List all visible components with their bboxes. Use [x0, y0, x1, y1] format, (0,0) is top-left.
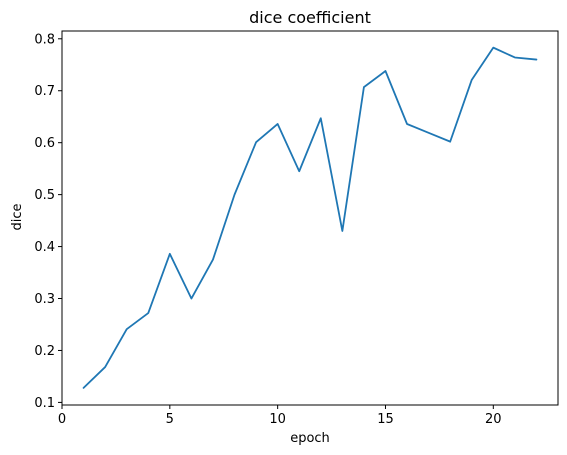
x-tick-label: 0 [58, 412, 66, 427]
chart-title: dice coefficient [249, 8, 371, 27]
y-tick-label: 0.2 [34, 344, 55, 359]
x-axis-ticks: 0 5 10 15 20 [58, 405, 502, 427]
y-tick-label: 0.4 [34, 240, 55, 255]
y-tick-label: 0.1 [34, 396, 55, 411]
plot-area [61, 30, 559, 406]
y-tick-label: 0.8 [34, 32, 55, 47]
y-axis-label: dice [10, 203, 25, 230]
y-tick-label: 0.5 [34, 188, 55, 203]
series-line-dice [82, 46, 538, 389]
plot-frame [61, 30, 559, 406]
x-tick-label: 15 [377, 412, 394, 427]
y-tick-label: 0.6 [34, 136, 55, 151]
y-tick-label: 0.3 [34, 292, 55, 307]
y-tick-label: 0.7 [34, 84, 55, 99]
x-axis-label: epoch [290, 431, 330, 446]
x-tick-label: 5 [166, 412, 174, 427]
x-tick-label: 20 [485, 412, 502, 427]
x-tick-label: 10 [269, 412, 286, 427]
y-axis-ticks: 0.1 0.2 0.3 0.4 0.5 0.6 0.7 0.8 [34, 32, 62, 411]
series-layer [82, 46, 538, 389]
